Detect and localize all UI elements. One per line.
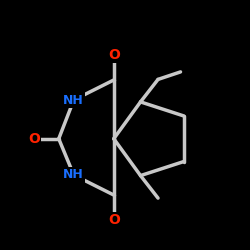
Text: NH: NH xyxy=(64,94,84,106)
Text: O: O xyxy=(28,132,40,146)
Text: O: O xyxy=(108,48,120,62)
Text: O: O xyxy=(108,213,120,227)
Text: NH: NH xyxy=(64,168,84,181)
